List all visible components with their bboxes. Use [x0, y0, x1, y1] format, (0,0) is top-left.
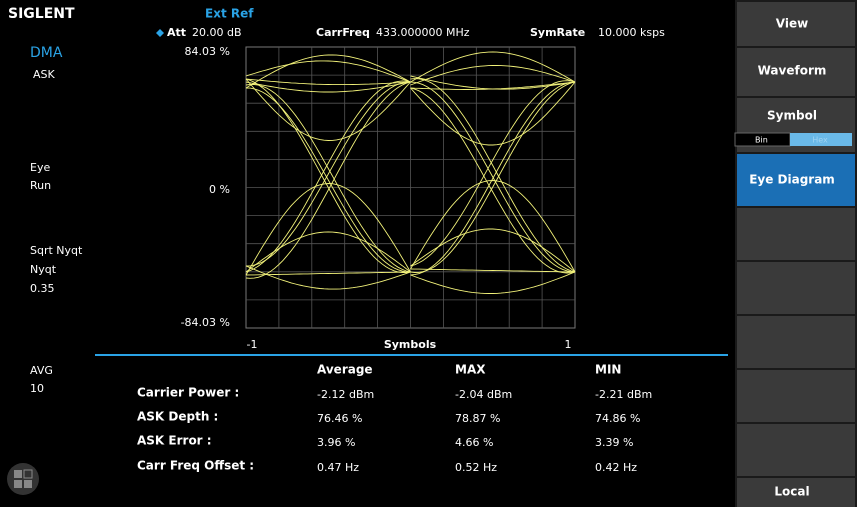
cell-value: 78.87 %: [455, 412, 500, 425]
eye-trace: [245, 60, 411, 83]
menu-empty: [737, 208, 855, 260]
eye-trace: [245, 265, 411, 290]
symrate-value: 10.000 ksps: [598, 26, 665, 39]
y-top-label: 84.03 %: [185, 45, 230, 58]
eye-plot: [245, 46, 576, 329]
eye-trace: [410, 87, 576, 274]
menu-empty: [737, 424, 855, 476]
eye-trace: [245, 83, 411, 273]
x-axis-label: Symbols: [384, 338, 437, 351]
menu-eye-diagram[interactable]: Eye Diagram: [737, 154, 855, 206]
filter-param: Nyqt: [30, 263, 57, 276]
row-label: ASK Depth :: [137, 410, 218, 424]
mode: DMA: [30, 45, 63, 61]
symrate-label: SymRate: [530, 26, 585, 39]
eye-trace: [245, 78, 411, 274]
cell-value: 74.86 %: [595, 412, 640, 425]
column-header: Average: [317, 363, 373, 377]
eye-trace: [410, 271, 576, 294]
carrfreq-label: CarrFreq: [316, 26, 370, 39]
eye-trace: [410, 51, 576, 83]
cell-value: 4.66 %: [455, 436, 493, 449]
att-icon: [156, 29, 164, 37]
cell-value: 76.46 %: [317, 412, 362, 425]
menu-symbol[interactable]: Symbol Bin Hex: [734, 98, 855, 152]
eye-trace: [245, 80, 411, 273]
menu-local[interactable]: Local: [737, 478, 855, 507]
eye-trace: [245, 81, 411, 267]
cell-value: -2.12 dBm: [317, 388, 374, 401]
toggle-bin[interactable]: Bin: [755, 136, 768, 145]
brand: SIGLENT: [8, 6, 75, 22]
row-label: Carrier Power :: [137, 386, 239, 400]
menu-label: Symbol: [767, 109, 817, 123]
menu-view[interactable]: View: [737, 2, 855, 46]
eye-trace: [245, 271, 411, 276]
menu-empty: [737, 370, 855, 422]
ref-status: Ext Ref: [205, 7, 254, 21]
menu-label: View: [776, 17, 808, 31]
state: Run: [30, 179, 51, 192]
eye-trace: [245, 81, 411, 93]
eye-trace: [245, 78, 411, 86]
avg-value: 10: [30, 382, 44, 395]
eye-trace: [410, 81, 576, 146]
eye-trace: [245, 54, 411, 89]
eye-trace: [410, 81, 576, 90]
eye-trace: [410, 80, 576, 267]
y-bottom-label: -84.03 %: [181, 316, 230, 329]
menu-waveform[interactable]: Waveform: [737, 48, 855, 96]
alpha: 0.35: [30, 282, 55, 295]
cell-value: 0.52 Hz: [455, 461, 497, 474]
eye-trace: [245, 78, 411, 141]
eye-trace: [410, 78, 576, 273]
column-header: MAX: [455, 363, 486, 377]
eye-trace: [245, 81, 411, 279]
eye-trace: [410, 65, 576, 86]
y-mid-label: 0 %: [209, 183, 230, 196]
eye-trace: [410, 180, 576, 273]
app-icon[interactable]: [7, 463, 39, 495]
menu-label: Eye Diagram: [749, 173, 835, 187]
x-right-label: 1: [565, 338, 572, 351]
results-table: Average MAX MIN Carrier Power : -2.12 dBm -2.…: [137, 363, 652, 475]
cell-value: -2.04 dBm: [455, 388, 512, 401]
column-header: MIN: [595, 363, 621, 377]
toggle-hex[interactable]: Hex: [812, 136, 828, 145]
menu-empty: [737, 262, 855, 314]
cell-value: 3.96 %: [317, 436, 355, 449]
eye-trace: [410, 81, 576, 276]
menu-label: Waveform: [758, 64, 827, 78]
eye-trace: [410, 268, 576, 273]
cell-value: 0.47 Hz: [317, 461, 359, 474]
filter: Sqrt Nyqt: [30, 244, 83, 257]
x-left-label: -1: [247, 338, 258, 351]
row-label: Carr Freq Offset :: [137, 459, 254, 473]
carrfreq-value: 433.000000 MHz: [376, 26, 470, 39]
eye-trace: [410, 81, 576, 273]
eye-trace: [245, 183, 411, 276]
eye-trace: [245, 87, 411, 273]
eye-trace: [410, 81, 576, 273]
menu-label: Local: [774, 485, 809, 499]
att-label: Att: [167, 26, 186, 39]
row-label: ASK Error :: [137, 434, 212, 448]
menu-empty: [737, 316, 855, 368]
att-value: 20.00 dB: [192, 26, 242, 39]
display: Eye: [30, 161, 50, 174]
cell-value: 3.39 %: [595, 436, 633, 449]
modulation: ASK: [33, 68, 56, 81]
avg-label: AVG: [30, 364, 53, 377]
cell-value: 0.42 Hz: [595, 461, 637, 474]
cell-value: -2.21 dBm: [595, 388, 652, 401]
